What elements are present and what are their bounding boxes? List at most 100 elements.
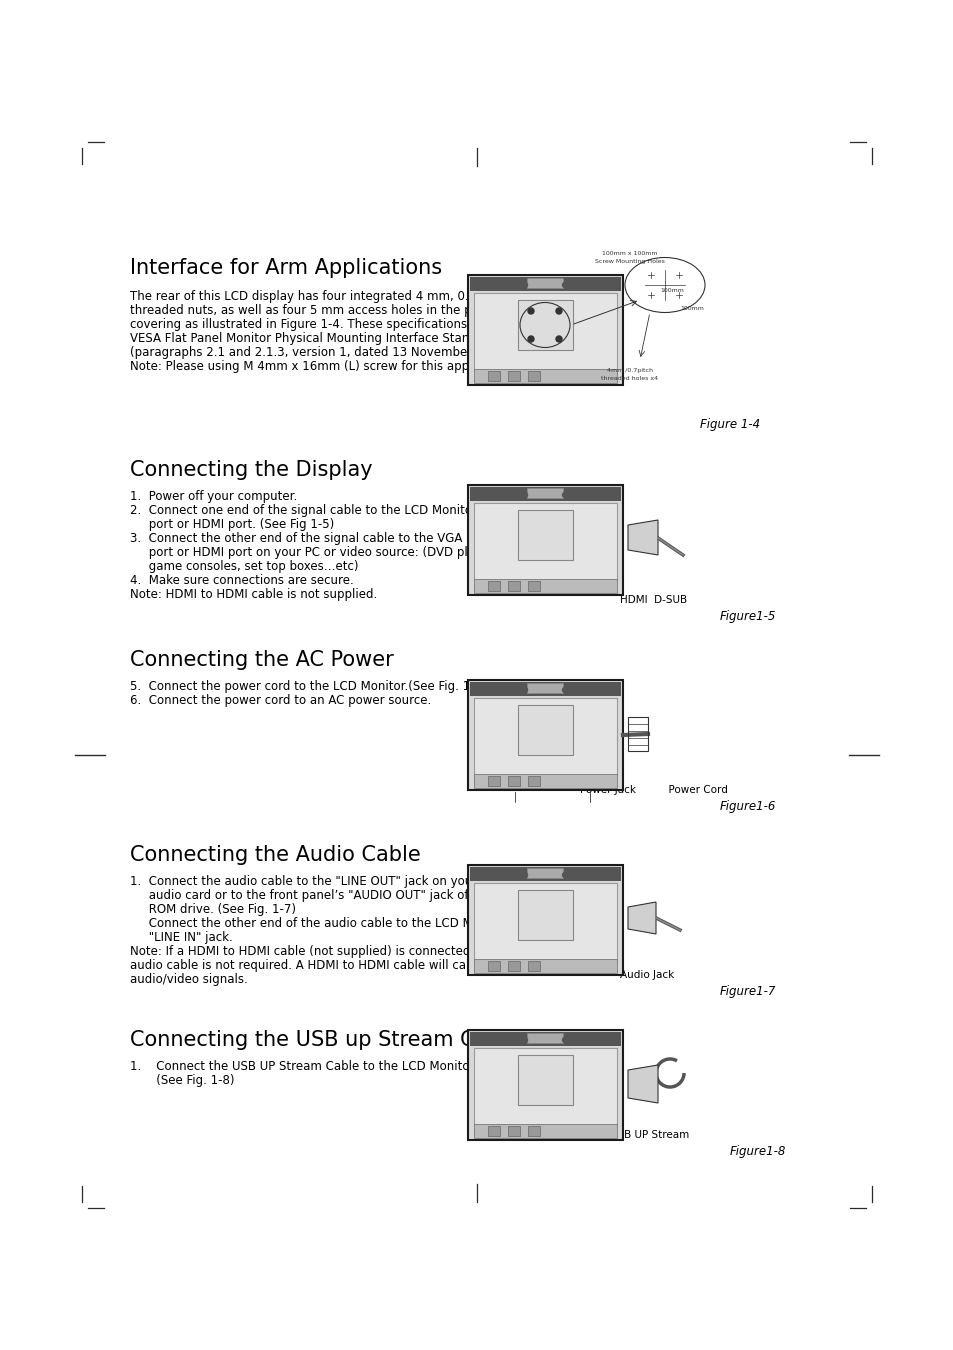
Text: ROM drive. (See Fig. 1-7): ROM drive. (See Fig. 1-7) (130, 903, 295, 917)
Text: Note: If a HDMI to HDMI cable (not supplied) is connected, the: Note: If a HDMI to HDMI cable (not suppl… (130, 945, 497, 958)
Bar (507, 961, 519, 971)
Text: Connect the other end of the audio cable to the LCD Monitor’s: Connect the other end of the audio cable… (130, 917, 517, 930)
Text: Note: HDMI to HDMI cable is not supplied.: Note: HDMI to HDMI cable is not supplied… (130, 589, 376, 601)
Text: (paragraphs 2.1 and 2.1.3, version 1, dated 13 November 1997).: (paragraphs 2.1 and 2.1.3, version 1, da… (130, 346, 514, 359)
Bar (470, 277, 620, 292)
Bar (517, 705, 573, 755)
Bar (507, 1126, 519, 1135)
Circle shape (527, 336, 534, 342)
Bar (507, 580, 519, 591)
Bar (517, 1054, 573, 1106)
Text: threaded holes x4: threaded holes x4 (600, 377, 658, 381)
Text: Connecting the AC Power: Connecting the AC Power (130, 649, 394, 670)
Bar (474, 369, 617, 383)
Bar (474, 958, 617, 973)
Text: Power Jack          Power Cord: Power Jack Power Cord (579, 784, 727, 795)
Text: Screw Mounting Holes: Screw Mounting Holes (595, 259, 664, 265)
Ellipse shape (624, 258, 704, 312)
Bar (517, 890, 573, 940)
Text: Figure1-6: Figure1-6 (720, 801, 776, 813)
Polygon shape (627, 1065, 658, 1103)
Bar (526, 1033, 562, 1044)
Text: Connecting the USB up Stream Cable: Connecting the USB up Stream Cable (130, 1030, 518, 1050)
Bar (474, 698, 617, 776)
Text: VESA Flat Panel Monitor Physical Mounting Interface Standard: VESA Flat Panel Monitor Physical Mountin… (130, 332, 496, 346)
Bar (526, 868, 562, 878)
Text: 6.  Connect the power cord to an AC power source.: 6. Connect the power cord to an AC power… (130, 694, 431, 707)
Circle shape (556, 308, 561, 315)
Text: 100mm x 100mm: 100mm x 100mm (601, 251, 657, 256)
Text: covering as illustrated in Figure 1-4. These specifications meet the: covering as illustrated in Figure 1-4. T… (130, 319, 524, 331)
Bar (488, 1126, 499, 1135)
Bar (468, 680, 622, 790)
Circle shape (522, 493, 527, 498)
Text: threaded nuts, as well as four 5 mm access holes in the plastic: threaded nuts, as well as four 5 mm acce… (130, 304, 502, 317)
Text: Interface for Arm Applications: Interface for Arm Applications (130, 258, 441, 278)
Bar (468, 485, 622, 595)
Circle shape (522, 872, 527, 878)
Bar (507, 371, 519, 381)
Bar (468, 1030, 622, 1139)
Text: game consoles, set top boxes…etc): game consoles, set top boxes…etc) (130, 560, 358, 572)
Bar (468, 275, 622, 385)
Text: HDMI  D-SUB: HDMI D-SUB (619, 595, 686, 605)
Bar (507, 776, 519, 786)
Text: 4mm /0.7pitch: 4mm /0.7pitch (606, 369, 652, 373)
Bar (474, 883, 617, 961)
Polygon shape (627, 520, 658, 555)
Text: 5.  Connect the power cord to the LCD Monitor.(See Fig. 1-6): 5. Connect the power cord to the LCD Mon… (130, 680, 486, 693)
Bar (527, 371, 539, 381)
Bar (527, 776, 539, 786)
Bar (526, 487, 562, 498)
Text: 4.  Make sure connections are secure.: 4. Make sure connections are secure. (130, 574, 354, 587)
Circle shape (522, 687, 527, 693)
Text: "LINE IN" jack.: "LINE IN" jack. (130, 931, 233, 944)
Circle shape (562, 282, 567, 288)
Bar (627, 717, 647, 751)
Circle shape (562, 493, 567, 498)
Text: Audio Jack: Audio Jack (619, 971, 674, 980)
Text: audio card or to the front panel’s "AUDIO OUT" jack of your CD: audio card or to the front panel’s "AUDI… (130, 890, 519, 902)
Text: 1.    Connect the USB UP Stream Cable to the LCD Monitor.: 1. Connect the USB UP Stream Cable to th… (130, 1060, 476, 1073)
Bar (474, 1048, 617, 1126)
Bar (470, 1031, 620, 1046)
Bar (526, 683, 562, 693)
Text: The rear of this LCD display has four integrated 4 mm, 0.7 pitch: The rear of this LCD display has four in… (130, 290, 509, 302)
Text: Connecting the Audio Cable: Connecting the Audio Cable (130, 845, 420, 865)
Circle shape (527, 308, 534, 315)
Text: (See Fig. 1-8): (See Fig. 1-8) (130, 1075, 234, 1087)
Bar (488, 776, 499, 786)
Bar (517, 510, 573, 560)
Text: 100mm: 100mm (679, 306, 703, 310)
Bar (470, 487, 620, 501)
Bar (488, 580, 499, 591)
Text: audio cable is not required. A HDMI to HDMI cable will carry both: audio cable is not required. A HDMI to H… (130, 958, 513, 972)
Text: port or HDMI port. (See Fig 1-5): port or HDMI port. (See Fig 1-5) (130, 518, 334, 531)
Circle shape (562, 872, 567, 878)
Bar (527, 580, 539, 591)
Bar (470, 867, 620, 882)
Text: USB UP Stream: USB UP Stream (609, 1130, 688, 1139)
Polygon shape (627, 902, 656, 934)
Text: Connecting the Display: Connecting the Display (130, 460, 373, 481)
Bar (517, 300, 573, 350)
Bar (488, 961, 499, 971)
Bar (527, 961, 539, 971)
Text: Figure 1-4: Figure 1-4 (700, 418, 760, 431)
Circle shape (556, 336, 561, 342)
Bar (474, 579, 617, 593)
Circle shape (522, 1038, 527, 1042)
Bar (470, 682, 620, 697)
Bar (468, 865, 622, 975)
Text: port or HDMI port on your PC or video source: (DVD players,: port or HDMI port on your PC or video so… (130, 545, 503, 559)
Bar (474, 1125, 617, 1138)
Text: 2.  Connect one end of the signal cable to the LCD Monitor’s VGA: 2. Connect one end of the signal cable t… (130, 504, 516, 517)
Circle shape (522, 282, 527, 288)
Bar (474, 774, 617, 788)
Text: 1.  Connect the audio cable to the "LINE OUT" jack on your PC’s: 1. Connect the audio cable to the "LINE … (130, 875, 506, 888)
Bar (488, 371, 499, 381)
Bar (527, 1126, 539, 1135)
Text: Figure1-7: Figure1-7 (720, 986, 776, 998)
Text: 3.  Connect the other end of the signal cable to the VGA port, DVI: 3. Connect the other end of the signal c… (130, 532, 517, 545)
Bar (526, 278, 562, 288)
